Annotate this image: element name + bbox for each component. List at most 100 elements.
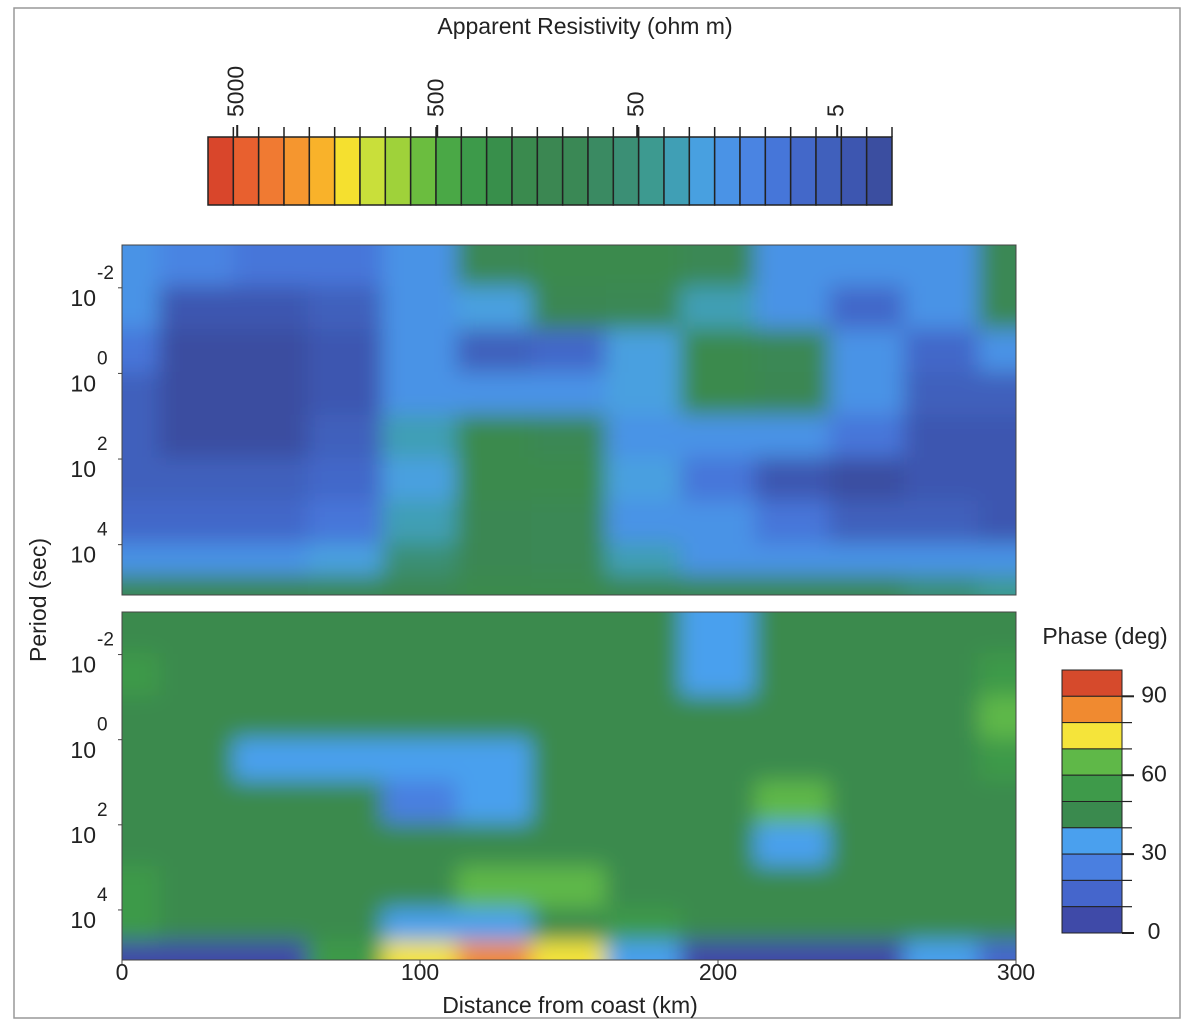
heatmap-cell bbox=[456, 500, 533, 545]
heatmap-cell bbox=[605, 908, 682, 942]
colorbar-swatch bbox=[865, 136, 893, 206]
heatmap-cell bbox=[680, 738, 756, 782]
heatmap-cell bbox=[307, 245, 384, 288]
heatmap-cell bbox=[605, 329, 682, 373]
heatmap-cell bbox=[531, 653, 607, 697]
heatmap-cell bbox=[829, 823, 905, 867]
heatmap-cell bbox=[233, 543, 309, 577]
heatmap-cell bbox=[122, 371, 160, 416]
heatmap-cell bbox=[903, 414, 980, 459]
heatmap-cell bbox=[605, 865, 682, 910]
heatmap-cell bbox=[122, 865, 160, 910]
colorbar-swatch bbox=[384, 136, 412, 206]
heatmap-cell bbox=[382, 823, 458, 867]
heatmap-cell bbox=[382, 371, 458, 416]
heatmap-cell bbox=[233, 908, 309, 942]
heatmap-cell bbox=[754, 457, 831, 502]
colorbar-tick-label: 30 bbox=[1141, 839, 1167, 865]
heatmap-cell bbox=[382, 780, 458, 825]
heatmap-cell bbox=[122, 414, 160, 459]
heatmap-cell bbox=[158, 612, 235, 655]
heatmap-cell bbox=[382, 695, 458, 740]
heatmap-cell bbox=[456, 653, 533, 697]
heatmap-cell bbox=[456, 738, 533, 782]
heatmap-cell bbox=[680, 414, 756, 459]
colorbar-swatch bbox=[1061, 774, 1123, 803]
heatmap-cell bbox=[605, 286, 682, 331]
heatmap-cell bbox=[605, 245, 682, 288]
x-tick-label: 100 bbox=[401, 959, 439, 985]
heatmap-cell bbox=[233, 695, 309, 740]
colorbar-swatch bbox=[359, 136, 387, 206]
heatmap-cell bbox=[122, 329, 160, 373]
colorbar-swatch bbox=[409, 136, 437, 206]
colorbar-swatch bbox=[1061, 669, 1123, 697]
heatmap-cell bbox=[978, 940, 1016, 960]
heatmap-cell bbox=[978, 738, 1016, 782]
y-axis-label: Period (sec) bbox=[25, 538, 51, 662]
y-tick-exponent: 2 bbox=[97, 434, 108, 455]
heatmap-cell bbox=[605, 695, 682, 740]
colorbar-tick-label: 0 bbox=[1148, 918, 1161, 944]
heatmap-cell bbox=[456, 575, 533, 595]
colorbar-swatch bbox=[232, 136, 260, 206]
heatmap-cell bbox=[307, 738, 384, 782]
heatmap-cell bbox=[307, 543, 384, 577]
heatmap-cell bbox=[456, 329, 533, 373]
heatmap-cell bbox=[680, 457, 756, 502]
x-axis-label: Distance from coast (km) bbox=[442, 992, 698, 1018]
heatmap-cell bbox=[829, 695, 905, 740]
heatmap-cell bbox=[903, 653, 980, 697]
heatmap-cell bbox=[233, 457, 309, 502]
heatmap-cell bbox=[680, 780, 756, 825]
heatmap-cell bbox=[903, 457, 980, 502]
heatmap-cell bbox=[456, 457, 533, 502]
heatmap-cell bbox=[978, 286, 1016, 331]
heatmap-cell bbox=[122, 940, 160, 960]
heatmap-cell bbox=[978, 371, 1016, 416]
heatmap-field bbox=[122, 612, 1016, 960]
y-tick-label: 10 bbox=[70, 542, 96, 568]
heatmap-cell bbox=[233, 329, 309, 373]
heatmap-cell bbox=[903, 245, 980, 288]
x-tick-label: 300 bbox=[997, 959, 1035, 985]
colorbar-tick-label: 90 bbox=[1141, 681, 1167, 707]
heatmap-cell bbox=[531, 612, 607, 655]
heatmap-cell bbox=[978, 695, 1016, 740]
heatmap-cell bbox=[531, 865, 607, 910]
heatmap-cell bbox=[122, 738, 160, 782]
heatmap-cell bbox=[754, 865, 831, 910]
heatmap-cell bbox=[754, 414, 831, 459]
heatmap-cell bbox=[307, 612, 384, 655]
heatmap-cell bbox=[978, 414, 1016, 459]
colorbar-swatch bbox=[1061, 879, 1123, 908]
heatmap-cell bbox=[754, 908, 831, 942]
heatmap-cell bbox=[903, 738, 980, 782]
heatmap-cell bbox=[754, 653, 831, 697]
y-tick-label: 10 bbox=[70, 907, 96, 933]
colorbar-swatch bbox=[764, 136, 792, 206]
heatmap-cell bbox=[233, 653, 309, 697]
heatmap-cell bbox=[307, 414, 384, 459]
heatmap-cell bbox=[680, 653, 756, 697]
heatmap-cell bbox=[122, 543, 160, 577]
heatmap-cell bbox=[382, 865, 458, 910]
heatmap-cell bbox=[754, 329, 831, 373]
heatmap-cell bbox=[456, 908, 533, 942]
heatmap-cell bbox=[829, 543, 905, 577]
heatmap-cell bbox=[978, 575, 1016, 595]
heatmap-cell bbox=[754, 940, 831, 960]
colorbar-swatch bbox=[1061, 827, 1123, 855]
heatmap-cell bbox=[531, 457, 607, 502]
heatmap-cell bbox=[605, 457, 682, 502]
heatmap-cell bbox=[307, 653, 384, 697]
colorbar-swatch bbox=[1061, 906, 1123, 934]
heatmap-cell bbox=[158, 500, 235, 545]
heatmap-cell bbox=[605, 371, 682, 416]
heatmap-cell bbox=[754, 575, 831, 595]
heatmap-cell bbox=[158, 940, 235, 960]
colorbar-swatch bbox=[511, 136, 539, 206]
heatmap-cell bbox=[456, 612, 533, 655]
colorbar-swatch bbox=[1061, 695, 1123, 724]
